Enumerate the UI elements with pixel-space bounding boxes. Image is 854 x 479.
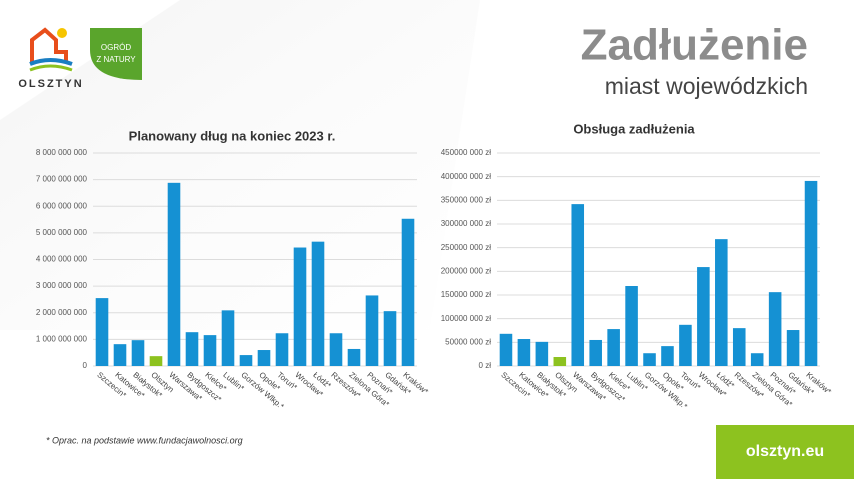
bar <box>365 295 379 366</box>
bar <box>167 182 181 366</box>
y-tick-label: 4 000 000 000 <box>36 255 88 264</box>
y-tick-label: 8 000 000 000 <box>36 148 88 157</box>
bar <box>679 324 692 366</box>
y-tick-label: 0 zł <box>479 361 492 370</box>
bar <box>131 340 145 366</box>
bar <box>257 350 271 366</box>
bar <box>750 353 764 366</box>
bar <box>786 330 800 366</box>
y-tick-label: 150000 000 zł <box>441 290 491 299</box>
bar <box>311 241 325 366</box>
bar <box>768 292 782 366</box>
banknote-backdrop <box>0 0 480 330</box>
y-tick-label: 50000 000 zł <box>445 337 491 346</box>
bar <box>185 332 199 366</box>
y-tick-label: 6 000 000 000 <box>36 201 88 210</box>
bar <box>607 329 620 366</box>
bar <box>697 267 710 366</box>
bar <box>347 348 361 366</box>
bar <box>239 355 253 366</box>
chart-title: Planowany dług na koniec 2023 r. <box>129 128 336 143</box>
bar <box>715 239 728 366</box>
y-tick-label: 100000 000 zł <box>441 314 491 323</box>
page-subtitle: miast wojewódzkich <box>605 73 808 99</box>
y-tick-label: 300000 000 zł <box>441 219 491 228</box>
y-tick-label: 1 000 000 000 <box>36 334 88 343</box>
website: olsztyn.eu <box>746 443 824 460</box>
y-tick-label: 5 000 000 000 <box>36 228 88 237</box>
garden-logo-line: Z NATURY <box>96 55 136 64</box>
bar <box>553 357 567 366</box>
y-tick-label: 450000 000 zł <box>441 148 491 157</box>
bar <box>221 310 235 366</box>
bar <box>625 286 638 366</box>
bar <box>517 339 531 366</box>
y-tick-label: 250000 000 zł <box>441 243 491 252</box>
bar <box>113 344 127 366</box>
page-title: Zadłużenie <box>581 21 808 70</box>
y-tick-label: 350000 000 zł <box>441 195 491 204</box>
y-tick-label: 3 000 000 000 <box>36 281 88 290</box>
city-logo: OLSZTYN <box>18 27 83 90</box>
website-badge <box>716 425 854 479</box>
bar <box>499 333 513 366</box>
footnote: * Oprac. na podstawie www.fundacjawolnos… <box>46 435 243 445</box>
bar <box>589 339 602 366</box>
bar <box>95 298 109 366</box>
bar <box>571 204 585 366</box>
bar <box>149 356 163 366</box>
city-logo-text: OLSZTYN <box>18 78 83 90</box>
bar <box>203 335 217 366</box>
bar <box>661 346 674 366</box>
y-tick-label: 7 000 000 000 <box>36 175 88 184</box>
bar <box>329 333 343 366</box>
garden-logo-line: OGRÓD <box>101 43 131 52</box>
bar <box>804 180 818 366</box>
chart-title: Obsługa zadłużenia <box>573 121 695 136</box>
bar <box>293 247 307 366</box>
bar <box>383 311 397 366</box>
bar <box>535 341 549 366</box>
bar <box>275 333 289 366</box>
bar <box>401 218 415 366</box>
y-tick-label: 2 000 000 000 <box>36 308 88 317</box>
bar <box>643 353 656 366</box>
bar <box>732 328 746 366</box>
y-tick-label: 0 <box>83 361 88 370</box>
y-tick-label: 400000 000 zł <box>441 172 491 181</box>
garden-logo: OGRÓD Z NATURY <box>90 28 142 80</box>
y-tick-label: 200000 000 zł <box>441 266 491 275</box>
